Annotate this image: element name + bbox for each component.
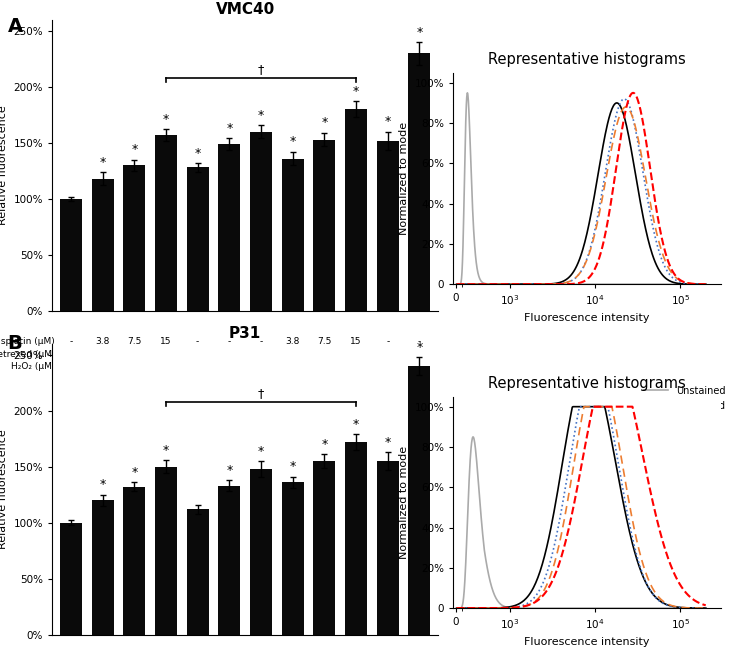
Title: Representative histograms: Representative histograms <box>488 376 686 391</box>
Text: *: * <box>290 461 296 473</box>
Text: 2: 2 <box>290 350 296 359</box>
Text: 3.8: 3.8 <box>96 338 110 346</box>
Text: -: - <box>386 350 389 359</box>
Text: -: - <box>196 362 199 371</box>
Text: *: * <box>132 143 137 156</box>
Text: 8: 8 <box>258 350 264 359</box>
Bar <box>377 141 399 311</box>
Text: †: † <box>258 63 265 76</box>
Text: *: * <box>321 116 328 130</box>
Text: *: * <box>226 464 233 477</box>
Text: -: - <box>69 350 73 359</box>
Text: *: * <box>353 85 359 98</box>
Text: -: - <box>259 362 262 371</box>
Bar <box>282 483 304 635</box>
Text: 300: 300 <box>411 362 428 371</box>
Text: -: - <box>69 362 73 371</box>
Text: -: - <box>354 362 357 371</box>
X-axis label: Fluorescence intensity: Fluorescence intensity <box>525 637 649 646</box>
Title: Representative histograms: Representative histograms <box>488 52 686 67</box>
Text: Cisplatin (μM): Cisplatin (μM) <box>0 338 55 346</box>
Text: Pemetrexed (μM): Pemetrexed (μM) <box>0 350 55 359</box>
Title: P31: P31 <box>229 326 262 341</box>
Bar <box>377 461 399 635</box>
Text: †: † <box>258 387 265 400</box>
Bar <box>60 199 82 311</box>
Bar <box>409 366 430 635</box>
Bar <box>250 132 272 311</box>
Text: -: - <box>196 338 199 346</box>
Text: *: * <box>353 418 359 431</box>
Text: *: * <box>416 26 423 39</box>
Text: -: - <box>322 362 326 371</box>
Y-axis label: Normalized to mode: Normalized to mode <box>399 122 409 235</box>
Text: -: - <box>101 362 104 371</box>
Bar <box>155 467 177 635</box>
Text: *: * <box>100 479 106 491</box>
Text: -: - <box>291 362 294 371</box>
Text: -: - <box>133 350 136 359</box>
Text: *: * <box>163 113 169 126</box>
Text: -: - <box>386 338 389 346</box>
Bar <box>314 139 335 311</box>
Text: *: * <box>100 155 106 169</box>
Text: *: * <box>195 147 201 160</box>
Bar <box>123 165 146 311</box>
Text: -: - <box>69 338 73 346</box>
Text: 3.8: 3.8 <box>285 338 300 346</box>
Bar <box>218 144 241 311</box>
Text: 15: 15 <box>160 338 172 346</box>
Text: 8: 8 <box>353 350 359 359</box>
Y-axis label: Relative fluorescence: Relative fluorescence <box>0 429 8 549</box>
Bar <box>282 159 304 311</box>
Bar <box>314 461 335 635</box>
Text: *: * <box>416 341 423 354</box>
Y-axis label: Normalized to mode: Normalized to mode <box>399 446 409 559</box>
Bar <box>91 178 114 311</box>
Text: B: B <box>7 334 22 353</box>
Bar <box>345 109 367 311</box>
Text: 15: 15 <box>350 338 362 346</box>
Text: H₂O₂ (μM): H₂O₂ (μM) <box>11 362 55 371</box>
Text: A: A <box>7 17 22 36</box>
Text: -: - <box>228 362 231 371</box>
Legend: Unstained, Untreated, 3.8/2 μM, 7.5/4 μM, 15/8 μM: Unstained, Untreated, 3.8/2 μM, 7.5/4 μM… <box>640 382 729 459</box>
Text: 4: 4 <box>227 350 232 359</box>
Text: 2: 2 <box>195 350 201 359</box>
Text: 150: 150 <box>379 362 396 371</box>
Text: *: * <box>290 136 296 149</box>
Text: *: * <box>321 438 328 451</box>
Text: 4: 4 <box>322 350 327 359</box>
Text: *: * <box>385 436 391 449</box>
Text: -: - <box>164 350 168 359</box>
Text: 7.5: 7.5 <box>317 338 331 346</box>
Bar <box>186 509 209 635</box>
Text: 7.5: 7.5 <box>127 338 141 346</box>
Text: *: * <box>258 445 265 458</box>
Text: *: * <box>226 122 233 135</box>
Text: -: - <box>418 338 421 346</box>
Bar <box>218 486 241 635</box>
Text: -: - <box>164 362 168 371</box>
Bar <box>250 469 272 635</box>
Bar <box>409 54 430 311</box>
Bar <box>345 442 367 635</box>
Text: -: - <box>133 362 136 371</box>
Bar <box>91 500 114 635</box>
Text: *: * <box>163 444 169 457</box>
Bar <box>155 135 177 311</box>
Text: -: - <box>418 350 421 359</box>
Text: -: - <box>228 338 231 346</box>
Text: -: - <box>101 350 104 359</box>
Text: *: * <box>385 115 391 128</box>
Bar <box>123 487 146 635</box>
Title: VMC40: VMC40 <box>215 2 275 17</box>
Text: -: - <box>259 338 262 346</box>
Text: *: * <box>132 466 137 479</box>
Y-axis label: Relative fluorescence: Relative fluorescence <box>0 105 8 225</box>
Bar <box>186 167 209 311</box>
Text: *: * <box>258 108 265 122</box>
Bar <box>60 523 82 635</box>
X-axis label: Fluorescence intensity: Fluorescence intensity <box>525 313 649 323</box>
